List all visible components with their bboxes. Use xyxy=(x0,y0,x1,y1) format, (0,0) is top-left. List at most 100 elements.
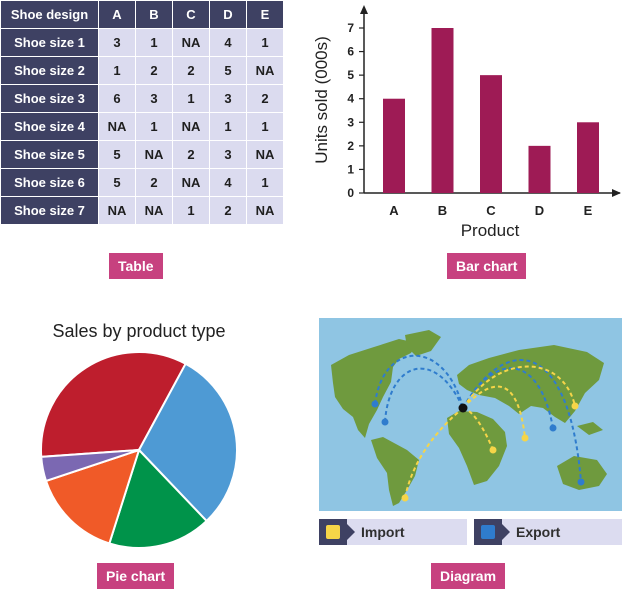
y-axis-title: Units sold (000s) xyxy=(312,36,331,164)
export-point xyxy=(381,418,389,426)
import-route xyxy=(462,365,576,409)
bar-chart-label-badge: Bar chart xyxy=(447,253,527,279)
table-cell: 1 xyxy=(172,196,210,225)
x-tick-label: C xyxy=(486,203,496,218)
table-cell: NA xyxy=(98,196,136,225)
bar xyxy=(431,28,454,193)
pie-slice xyxy=(40,449,140,483)
bar xyxy=(383,98,405,193)
table-row: Shoe size 4 NA 1 NA 1 1 xyxy=(0,112,284,141)
shoe-size-table: Shoe design A B C D E Shoe size 1 3 1 NA 4 1 Shoe s… xyxy=(0,0,284,225)
table-cell: 5 xyxy=(209,56,247,85)
export-route xyxy=(462,367,554,429)
table-cell: 2 xyxy=(172,140,210,169)
import-point xyxy=(571,402,579,410)
row-header: Shoe size 6 xyxy=(0,168,99,197)
y-tick-label: 6 xyxy=(347,45,354,59)
table-cell: 2 xyxy=(135,56,173,85)
import-point xyxy=(489,446,497,454)
table-cell: 2 xyxy=(135,168,173,197)
world-map-diagram xyxy=(319,318,622,511)
y-tick-label: 4 xyxy=(347,92,354,106)
bar-chart: 0 1 2 3 4 5 6 7 A B C D E Product Units sold (000s) xyxy=(312,5,621,240)
table-cell: NA xyxy=(172,28,210,57)
table-cell: 1 xyxy=(135,28,173,57)
table-cell: 5 xyxy=(98,140,136,169)
import-legend: Import xyxy=(319,519,467,545)
export-point xyxy=(577,478,585,486)
pie-chart: Sales by product type xyxy=(40,321,238,549)
x-tick-label: B xyxy=(438,203,447,218)
export-route xyxy=(384,367,464,423)
export-legend-label: Export xyxy=(516,524,561,540)
x-axis-arrow xyxy=(612,189,621,197)
table-cell: NA xyxy=(246,56,284,85)
shoe-size-table-panel: Shoe design A B C D E Shoe size 1 3 1 NA 4 1 Shoe s… xyxy=(0,0,284,225)
table-cell: 2 xyxy=(172,56,210,85)
export-legend-icon xyxy=(474,519,502,545)
export-point xyxy=(549,424,557,432)
table-cell: 4 xyxy=(209,28,247,57)
import-point xyxy=(521,434,529,442)
diagram-label-badge: Diagram xyxy=(431,563,506,589)
column-header: C xyxy=(172,0,210,29)
table-cell: 3 xyxy=(209,140,247,169)
table-row: Shoe size 2 1 2 2 5 NA xyxy=(0,56,284,85)
table-cell: NA xyxy=(135,196,173,225)
export-point xyxy=(371,400,379,408)
table-cell: 2 xyxy=(209,196,247,225)
import-point xyxy=(401,494,409,502)
continents xyxy=(331,330,607,506)
table-label-badge: Table xyxy=(109,253,163,279)
row-header: Shoe size 2 xyxy=(0,56,99,85)
table-cell: 6 xyxy=(98,84,136,113)
table-cell: NA xyxy=(172,112,210,141)
bar xyxy=(577,122,599,193)
y-tick-label: 1 xyxy=(347,162,354,176)
table-row: Shoe size 6 5 2 NA 4 1 xyxy=(0,168,284,197)
eurasia-shape xyxy=(457,345,604,423)
export-legend: Export xyxy=(474,519,622,545)
table-cell: 3 xyxy=(135,84,173,113)
table-cell: 1 xyxy=(246,112,284,141)
table-cell: 1 xyxy=(98,56,136,85)
pie-chart-label-badge: Pie chart xyxy=(97,563,175,589)
export-route xyxy=(374,354,464,409)
table-row: Shoe size 7 NA NA 1 2 NA xyxy=(0,196,284,225)
import-legend-label: Import xyxy=(361,524,405,540)
column-header: A xyxy=(98,0,136,29)
table-cell: 1 xyxy=(135,112,173,141)
y-tick-label: 5 xyxy=(347,68,354,82)
table-cell: 3 xyxy=(209,84,247,113)
x-tick-label: A xyxy=(389,203,399,218)
pie-title: Sales by product type xyxy=(52,321,225,341)
row-header: Shoe size 4 xyxy=(0,112,99,141)
australia-shape xyxy=(557,456,607,490)
table-cell: NA xyxy=(98,112,136,141)
y-tick-label: 0 xyxy=(347,186,354,200)
import-legend-icon xyxy=(319,519,347,545)
row-header: Shoe size 7 xyxy=(0,196,99,225)
table-cell: 3 xyxy=(98,28,136,57)
table-cell: 2 xyxy=(246,84,284,113)
pie-slice xyxy=(108,448,208,549)
origin-point xyxy=(458,403,468,413)
row-header: Shoe size 5 xyxy=(0,140,99,169)
table-cell: NA xyxy=(135,140,173,169)
route-endpoints xyxy=(371,400,585,502)
row-header: Shoe size 3 xyxy=(0,84,99,113)
x-tick-label: E xyxy=(584,203,593,218)
y-tick-label: 2 xyxy=(347,139,354,153)
import-route xyxy=(462,385,526,439)
column-header: B xyxy=(135,0,173,29)
row-header: Shoe size 1 xyxy=(0,28,99,57)
world-map xyxy=(319,318,622,511)
greenland-shape xyxy=(405,330,441,356)
table-cell: 4 xyxy=(209,168,247,197)
table-cell: 1 xyxy=(246,28,284,57)
y-axis-arrow xyxy=(360,5,368,14)
table-cell: 1 xyxy=(246,168,284,197)
import-route xyxy=(404,407,464,499)
islands-shape xyxy=(577,422,603,435)
